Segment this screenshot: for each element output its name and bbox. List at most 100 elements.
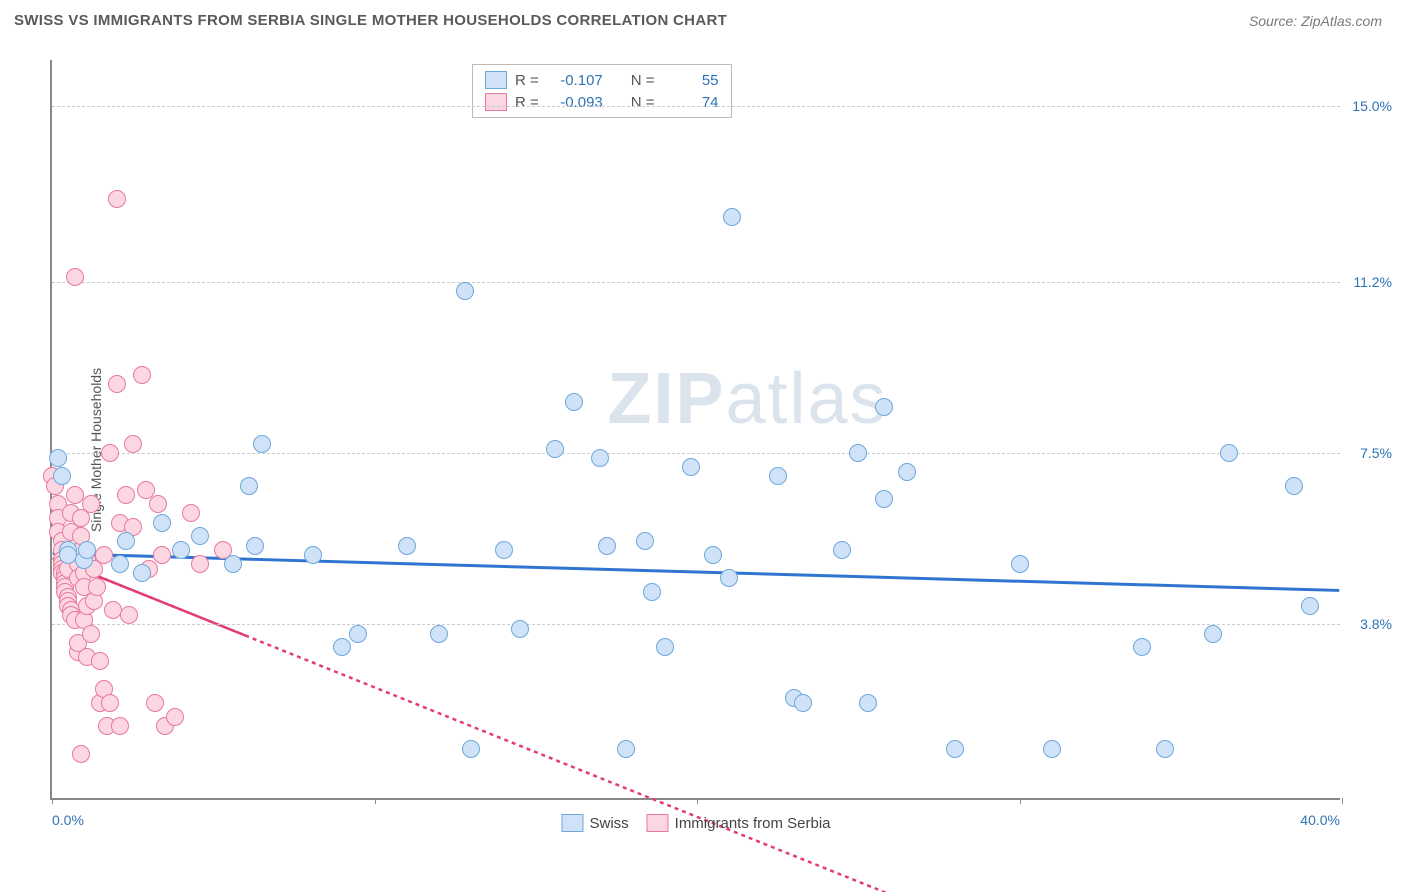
data-point: [1204, 625, 1222, 643]
data-point: [82, 495, 100, 513]
data-point: [875, 398, 893, 416]
data-point: [66, 268, 84, 286]
data-point: [598, 537, 616, 555]
data-point: [1301, 597, 1319, 615]
data-point: [859, 694, 877, 712]
data-point: [511, 620, 529, 638]
source-attribution: Source: ZipAtlas.com: [1249, 13, 1382, 29]
data-point: [304, 546, 322, 564]
data-point: [101, 694, 119, 712]
data-point: [495, 541, 513, 559]
data-point: [1285, 477, 1303, 495]
data-point: [617, 740, 635, 758]
chart-title: SWISS VS IMMIGRANTS FROM SERBIA SINGLE M…: [14, 12, 727, 29]
legend-item-serbia: Immigrants from Serbia: [647, 814, 831, 832]
data-point: [66, 486, 84, 504]
data-point: [462, 740, 480, 758]
stats-row-swiss: R = -0.107 N = 55: [485, 69, 719, 91]
data-point: [53, 467, 71, 485]
legend-swatch-serbia: [647, 814, 669, 832]
data-point: [591, 449, 609, 467]
data-point: [88, 578, 106, 596]
data-point: [153, 514, 171, 532]
data-point: [1133, 638, 1151, 656]
x-tick: [697, 798, 698, 804]
x-tick: [52, 798, 53, 804]
data-point: [133, 564, 151, 582]
data-point: [191, 527, 209, 545]
swatch-swiss: [485, 71, 507, 89]
data-point: [723, 208, 741, 226]
grid-line: [52, 106, 1340, 107]
x-min-label: 0.0%: [52, 812, 84, 828]
data-point: [456, 282, 474, 300]
data-point: [833, 541, 851, 559]
trend-line: [53, 554, 1340, 591]
data-point: [153, 546, 171, 564]
x-tick: [1342, 798, 1343, 804]
grid-line: [52, 453, 1340, 454]
swatch-serbia: [485, 93, 507, 111]
data-point: [166, 708, 184, 726]
data-point: [91, 652, 109, 670]
data-point: [72, 745, 90, 763]
data-point: [1011, 555, 1029, 573]
data-point: [108, 190, 126, 208]
data-point: [769, 467, 787, 485]
data-point: [108, 375, 126, 393]
data-point: [172, 541, 190, 559]
trend-lines: [52, 60, 1340, 798]
data-point: [111, 717, 129, 735]
y-tick-label: 3.8%: [1360, 616, 1392, 632]
series-legend: Swiss Immigrants from Serbia: [561, 814, 830, 832]
data-point: [546, 440, 564, 458]
data-point: [636, 532, 654, 550]
data-point: [191, 555, 209, 573]
data-point: [101, 444, 119, 462]
data-point: [656, 638, 674, 656]
data-point: [253, 435, 271, 453]
data-point: [1043, 740, 1061, 758]
data-point: [49, 449, 67, 467]
y-tick-label: 7.5%: [1360, 445, 1392, 461]
data-point: [124, 435, 142, 453]
data-point: [146, 694, 164, 712]
data-point: [849, 444, 867, 462]
data-point: [349, 625, 367, 643]
data-point: [1156, 740, 1174, 758]
data-point: [1220, 444, 1238, 462]
data-point: [643, 583, 661, 601]
data-point: [565, 393, 583, 411]
data-point: [398, 537, 416, 555]
y-tick-label: 11.2%: [1353, 274, 1392, 290]
x-max-label: 40.0%: [1300, 812, 1340, 828]
stats-row-serbia: R = -0.093 N = 74: [485, 91, 719, 113]
x-tick: [375, 798, 376, 804]
chart-container: Single Mother Households ZIPatlas R = -0…: [50, 60, 1386, 840]
data-point: [149, 495, 167, 513]
data-point: [182, 504, 200, 522]
data-point: [333, 638, 351, 656]
data-point: [95, 546, 113, 564]
legend-item-swiss: Swiss: [561, 814, 628, 832]
data-point: [117, 486, 135, 504]
y-tick-label: 15.0%: [1352, 98, 1392, 114]
data-point: [78, 541, 96, 559]
data-point: [430, 625, 448, 643]
plot-area: ZIPatlas R = -0.107 N = 55 R = -0.093 N …: [50, 60, 1340, 800]
data-point: [682, 458, 700, 476]
data-point: [133, 366, 151, 384]
data-point: [240, 477, 258, 495]
data-point: [111, 555, 129, 573]
data-point: [875, 490, 893, 508]
data-point: [720, 569, 738, 587]
data-point: [794, 694, 812, 712]
data-point: [946, 740, 964, 758]
data-point: [117, 532, 135, 550]
data-point: [898, 463, 916, 481]
data-point: [704, 546, 722, 564]
data-point: [246, 537, 264, 555]
data-point: [120, 606, 138, 624]
legend-swatch-swiss: [561, 814, 583, 832]
data-point: [82, 625, 100, 643]
